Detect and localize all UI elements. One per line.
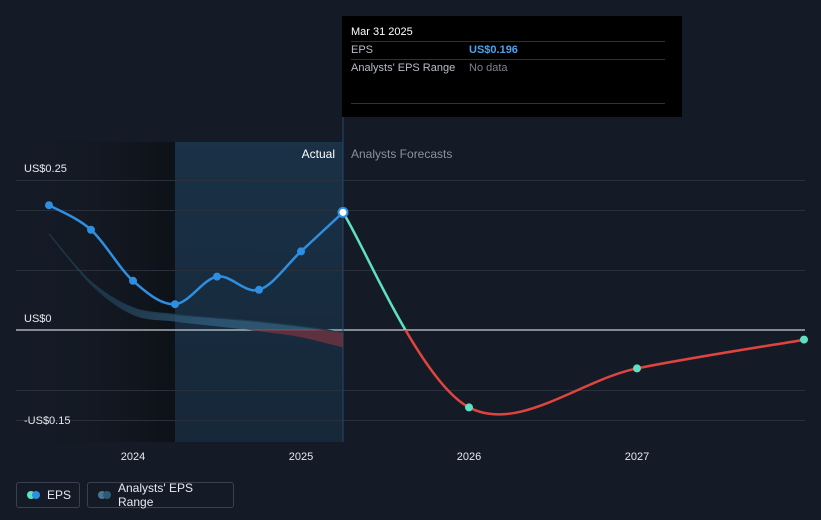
x-tick-label-2027: 2027 <box>625 451 649 463</box>
y-tick-label-0: US$0.25 <box>24 163 67 175</box>
tooltip-range-label: Analysts' EPS Range <box>351 62 456 74</box>
eps-point-4 <box>213 272 221 281</box>
tooltip-panel: Mar 31 2025 EPS US$0.196 Analysts' EPS R… <box>342 16 682 117</box>
forecast-line-negative <box>404 330 806 416</box>
forecast-point-1 <box>633 364 641 373</box>
eps-point-5 <box>255 285 263 294</box>
forecast-line-positive <box>341 211 407 330</box>
tooltip-row-eps: EPS US$0.196 <box>351 41 665 59</box>
range-band-negative <box>249 330 343 348</box>
range-band-positive <box>49 234 327 330</box>
legend-eps-button[interactable]: EPS <box>16 482 80 508</box>
tooltip-eps-value: US$0.196 <box>469 44 518 56</box>
tooltip-eps-label: EPS <box>351 44 374 56</box>
eps-point-2 <box>129 276 137 285</box>
tooltip-date: Mar 31 2025 <box>351 26 413 38</box>
x-tick-label-2026: 2026 <box>457 451 481 463</box>
eps-point-1 <box>87 225 95 234</box>
x-tick-label-2024: 2024 <box>121 451 145 463</box>
legend-eps-label: EPS <box>47 488 72 502</box>
actual-section-label: Actual <box>302 147 335 161</box>
range-legend-icon <box>98 491 111 499</box>
forecast-point-0 <box>465 403 473 412</box>
y-tick-label-1: US$0 <box>24 313 52 325</box>
eps-line <box>48 204 344 306</box>
forecast-point-2 <box>800 335 808 344</box>
tooltip-divider <box>351 103 665 104</box>
x-tick-label-2025: 2025 <box>289 451 313 463</box>
eps-legend-icon <box>27 491 40 499</box>
range-upper-edge <box>48 233 344 333</box>
forecast-section-label: Analysts Forecasts <box>351 147 452 161</box>
tooltip-row-range: Analysts' EPS Range No data <box>351 59 665 77</box>
eps-point-6 <box>297 247 305 256</box>
legend-range-label: Analysts' EPS Range <box>118 481 193 509</box>
past-region-shade <box>16 142 175 442</box>
tooltip-range-value: No data <box>469 62 508 74</box>
legend-range-button[interactable]: Analysts' EPS Range <box>87 481 234 509</box>
eps-point-0 <box>45 201 53 210</box>
eps-point-3 <box>171 300 179 309</box>
eps-highlight-point <box>337 206 349 218</box>
y-tick-label-2: -US$0.15 <box>24 415 70 427</box>
